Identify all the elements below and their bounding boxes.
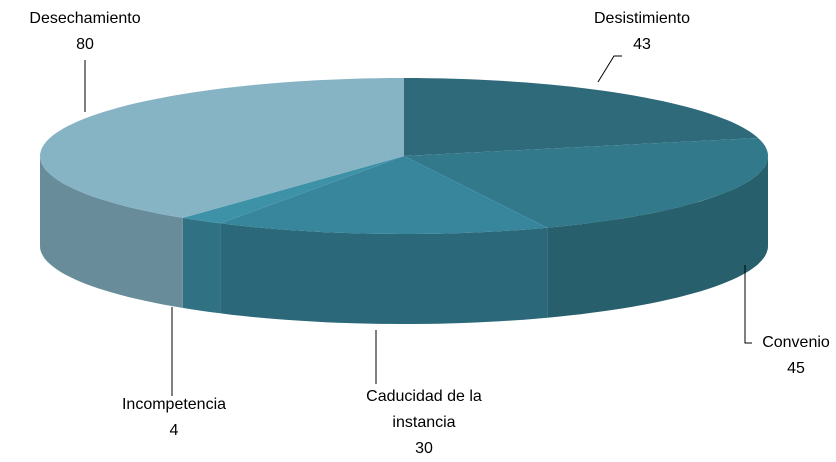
slice-side (40, 156, 183, 308)
slice-side (547, 156, 768, 318)
slice-side (220, 223, 548, 324)
slice (404, 78, 759, 156)
leader-line (744, 265, 752, 344)
leader-lines (84, 55, 752, 396)
slice-side-shade (220, 223, 548, 324)
slice-side-shade (547, 156, 768, 318)
pie-sides (40, 156, 768, 324)
chart (40, 55, 768, 396)
label-name: Caducidad de la instancia (366, 388, 482, 431)
data-label: Desechamiento 80 (29, 6, 140, 58)
pie-tops (40, 78, 768, 234)
pie (40, 78, 768, 324)
label-name: Desistimiento (593, 10, 691, 27)
slice-side (182, 217, 221, 314)
slice (182, 156, 404, 224)
label-name: Incompetencia (121, 396, 227, 413)
data-label: Desistimiento 43 (594, 6, 690, 58)
leader-line (597, 55, 622, 83)
slice-side-shade (182, 217, 221, 314)
page: {"chart_data": {"type": "pie", "categori… (29, 6, 830, 457)
data-label: Caducidad de la instancia 30 (349, 384, 499, 462)
label-name: Desechamiento (29, 10, 141, 27)
label-name: Convenio (762, 334, 830, 351)
slice-side-shade (40, 156, 183, 308)
slice (220, 156, 548, 234)
data-label: Convenio 45 (762, 330, 830, 382)
label-value: 80 (76, 36, 94, 53)
label-value: 30 (415, 440, 433, 457)
label-value: 4 (169, 422, 179, 439)
slice (404, 138, 768, 228)
data-label: Incompetencia 4 (122, 392, 226, 444)
slice (40, 78, 404, 218)
label-value: 45 (787, 360, 805, 377)
label-value: 43 (633, 36, 651, 53)
